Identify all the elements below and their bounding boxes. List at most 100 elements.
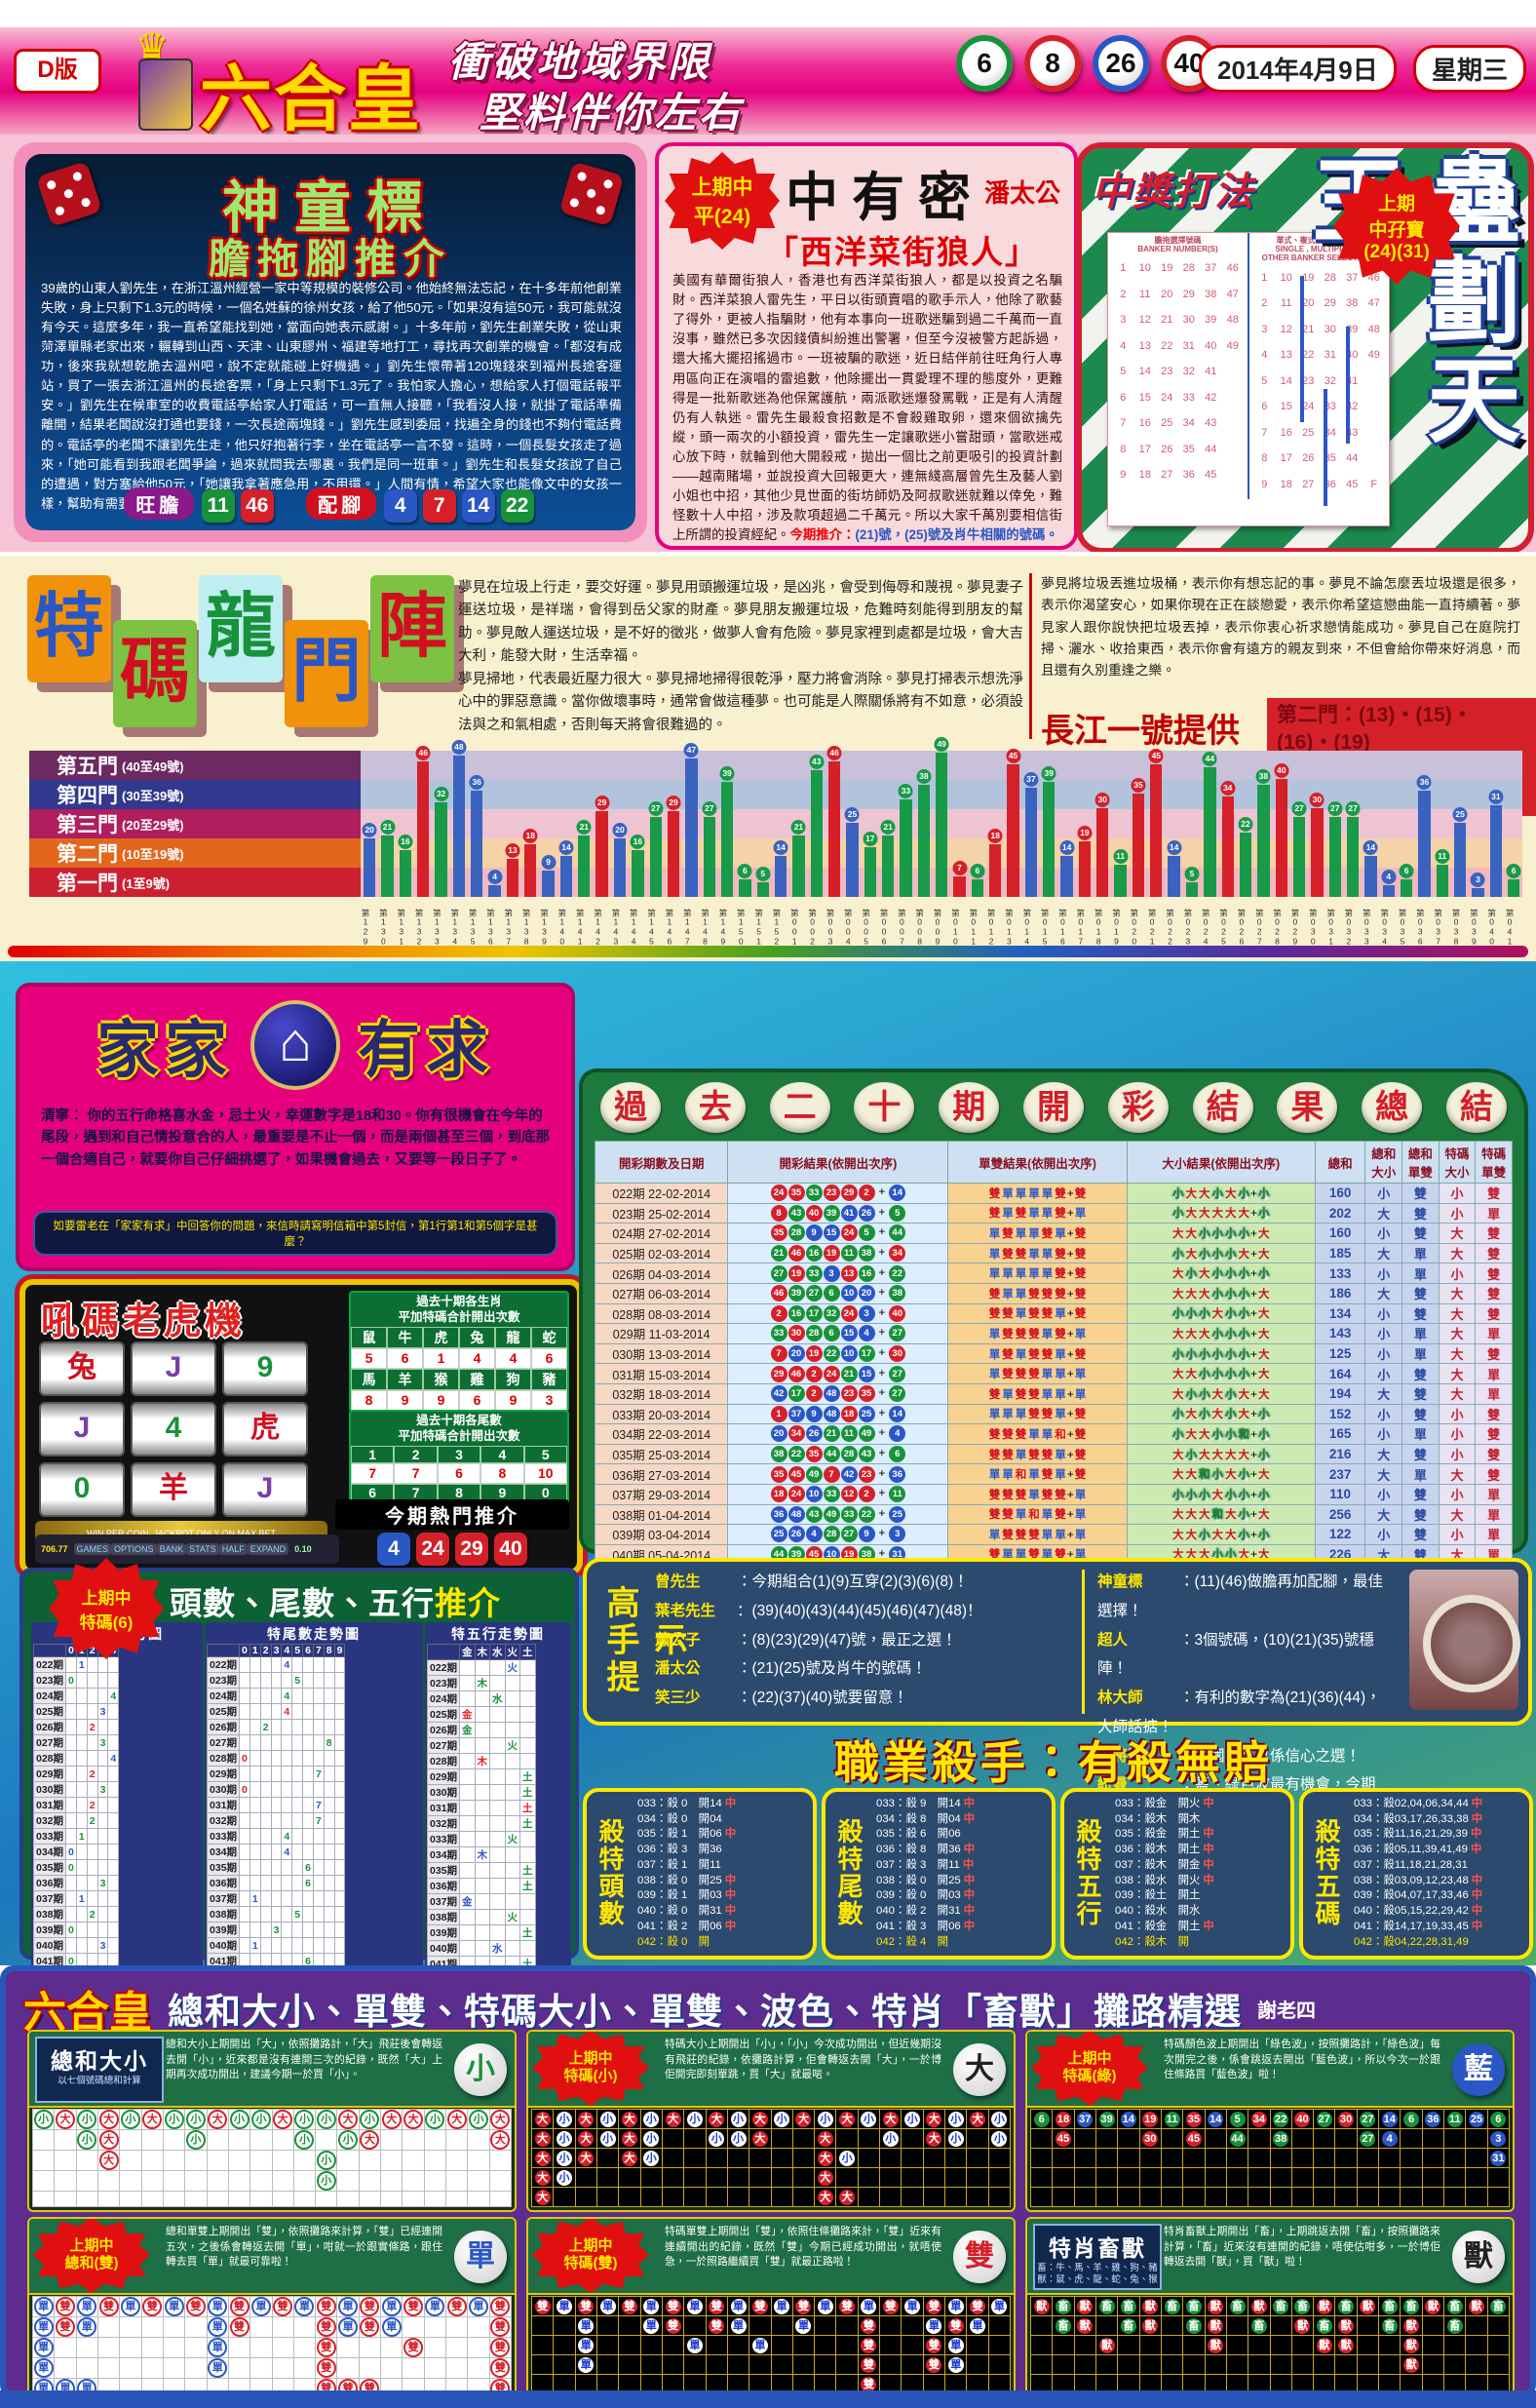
slip-number[interactable]: 27 xyxy=(1161,469,1173,482)
slot-button[interactable]: HALF xyxy=(218,1543,248,1555)
slip-number[interactable]: 11 xyxy=(1139,288,1151,300)
slip-number[interactable]: 12 xyxy=(1280,323,1292,335)
slip-number[interactable]: 36 xyxy=(1182,469,1195,482)
slip-number[interactable]: 33 xyxy=(1324,401,1336,413)
slip-number[interactable] xyxy=(1222,437,1245,463)
slip-number[interactable]: 41 xyxy=(1346,374,1359,387)
slip-number[interactable]: 22 xyxy=(1161,339,1173,352)
slip-number[interactable]: 8 xyxy=(1120,443,1127,455)
slip-number[interactable]: 9 xyxy=(1261,478,1268,490)
slip-number[interactable]: 33 xyxy=(1182,391,1195,404)
slip-number[interactable] xyxy=(1363,394,1386,420)
slip-number[interactable]: 9 xyxy=(1120,469,1127,482)
slot-button[interactable]: BANK xyxy=(156,1543,187,1555)
slip-number[interactable]: 38 xyxy=(1346,297,1359,310)
slip-left-grid[interactable]: 1 10 19 28 37 46 2 11 20 29 38 47 3 12 21 30 39 48 4 13 22 31… xyxy=(1108,253,1248,490)
slip-number[interactable]: 28 xyxy=(1182,262,1195,275)
slip-number[interactable]: 39 xyxy=(1346,323,1359,335)
slip-number[interactable]: 21 xyxy=(1161,314,1173,327)
slip-number[interactable]: 44 xyxy=(1346,452,1359,465)
slip-number[interactable]: 26 xyxy=(1302,452,1315,465)
slip-number[interactable]: 38 xyxy=(1205,288,1217,300)
slot-button[interactable]: GAMES xyxy=(73,1543,112,1555)
slip-number[interactable]: 40 xyxy=(1205,339,1217,352)
slip-number[interactable]: 49 xyxy=(1367,349,1380,362)
slip-number[interactable]: 27 xyxy=(1302,478,1315,490)
slip-number[interactable]: 18 xyxy=(1280,478,1292,490)
slip-number[interactable]: 41 xyxy=(1205,366,1217,378)
slip-number[interactable] xyxy=(1222,410,1245,437)
slip-number[interactable]: 47 xyxy=(1226,288,1239,300)
lottery-slip[interactable]: 膽拖選擇號碼 BANKER NUMBER(S) 1 10 19 28 37 46 2 11 20… xyxy=(1107,232,1390,526)
slip-number[interactable]: 34 xyxy=(1324,426,1336,439)
slip-number[interactable]: 31 xyxy=(1324,349,1336,362)
slip-number[interactable]: 43 xyxy=(1346,426,1359,439)
slip-number[interactable]: 13 xyxy=(1280,349,1292,362)
slip-number[interactable]: 2 xyxy=(1261,297,1268,310)
slip-number[interactable]: 14 xyxy=(1280,374,1292,387)
slip-number[interactable]: 39 xyxy=(1205,314,1217,327)
slip-number[interactable]: 19 xyxy=(1302,271,1315,284)
slip-number[interactable]: 42 xyxy=(1346,401,1359,413)
slip-number[interactable]: 15 xyxy=(1280,401,1292,413)
slip-number[interactable]: 1 xyxy=(1261,271,1268,284)
slip-number[interactable]: 5 xyxy=(1261,374,1268,387)
slip-number[interactable]: 32 xyxy=(1182,366,1195,378)
slip-number[interactable]: 6 xyxy=(1120,391,1127,404)
slip-right-grid[interactable]: 1 10 19 28 37 46 2 11 20 29 38 47 3 12 21 30 39 48 4 13 22 31… xyxy=(1249,263,1389,500)
slip-number[interactable]: 29 xyxy=(1324,297,1336,310)
slip-number[interactable]: 23 xyxy=(1161,366,1173,378)
slip-number[interactable]: 16 xyxy=(1280,426,1292,439)
slot-button[interactable]: OPTIONS xyxy=(111,1543,157,1555)
slip-number[interactable] xyxy=(1363,446,1386,472)
slip-number[interactable]: 42 xyxy=(1205,391,1217,404)
slip-number[interactable]: 25 xyxy=(1161,417,1173,430)
slip-number[interactable]: 28 xyxy=(1324,271,1336,284)
slot-button[interactable]: EXPAND xyxy=(247,1543,289,1555)
slip-number[interactable]: 22 xyxy=(1302,349,1315,362)
slip-number[interactable]: 37 xyxy=(1205,262,1217,275)
slip-number[interactable]: 10 xyxy=(1280,271,1292,284)
slip-number[interactable]: 49 xyxy=(1226,339,1239,352)
slip-number[interactable]: 20 xyxy=(1161,288,1173,300)
slip-number[interactable]: 36 xyxy=(1324,478,1336,490)
slip-number[interactable]: 4 xyxy=(1120,339,1127,352)
slip-number[interactable]: F xyxy=(1370,478,1378,490)
slip-number[interactable] xyxy=(1363,420,1386,447)
slot-controls[interactable]: 706.77 GAMES OPTIONS BANK STATS HALF EXPAND 0… xyxy=(35,1534,339,1564)
slip-number[interactable]: 20 xyxy=(1302,297,1315,310)
slip-number[interactable]: 30 xyxy=(1182,314,1195,327)
slot-button[interactable]: STATS xyxy=(186,1543,219,1555)
slip-number[interactable]: 37 xyxy=(1346,271,1359,284)
slip-number[interactable]: 3 xyxy=(1120,314,1127,327)
slip-number[interactable]: 44 xyxy=(1205,443,1217,455)
slip-number[interactable]: 43 xyxy=(1205,417,1217,430)
slip-number[interactable]: 30 xyxy=(1324,323,1336,335)
slip-number[interactable]: 7 xyxy=(1120,417,1127,430)
slip-number[interactable]: 10 xyxy=(1138,262,1151,275)
slip-number[interactable]: 13 xyxy=(1138,339,1151,352)
slip-number[interactable]: 14 xyxy=(1138,366,1151,378)
slip-number[interactable]: 5 xyxy=(1120,366,1127,378)
slip-number[interactable]: 2 xyxy=(1120,288,1127,300)
slip-number[interactable]: 11 xyxy=(1281,297,1292,310)
slip-number[interactable] xyxy=(1222,462,1245,488)
slip-number[interactable]: 1 xyxy=(1120,262,1127,275)
slip-number[interactable]: 45 xyxy=(1205,469,1217,482)
slip-number[interactable]: 24 xyxy=(1302,401,1315,413)
slip-number[interactable]: 6 xyxy=(1261,401,1268,413)
slip-number[interactable]: 17 xyxy=(1138,443,1151,455)
slip-number[interactable]: 47 xyxy=(1367,297,1380,310)
slip-number[interactable]: 16 xyxy=(1138,417,1151,430)
slip-number[interactable]: 24 xyxy=(1161,391,1173,404)
slip-number[interactable]: 31 xyxy=(1182,339,1195,352)
slip-number[interactable]: 32 xyxy=(1324,374,1336,387)
slip-number[interactable]: 45 xyxy=(1346,478,1359,490)
slip-number[interactable]: 4 xyxy=(1261,349,1268,362)
slip-number[interactable]: 8 xyxy=(1261,452,1268,465)
slip-number[interactable]: 26 xyxy=(1161,443,1173,455)
slip-number[interactable]: 34 xyxy=(1182,417,1195,430)
slip-number[interactable]: 18 xyxy=(1138,469,1151,482)
slip-number[interactable]: 40 xyxy=(1346,349,1359,362)
